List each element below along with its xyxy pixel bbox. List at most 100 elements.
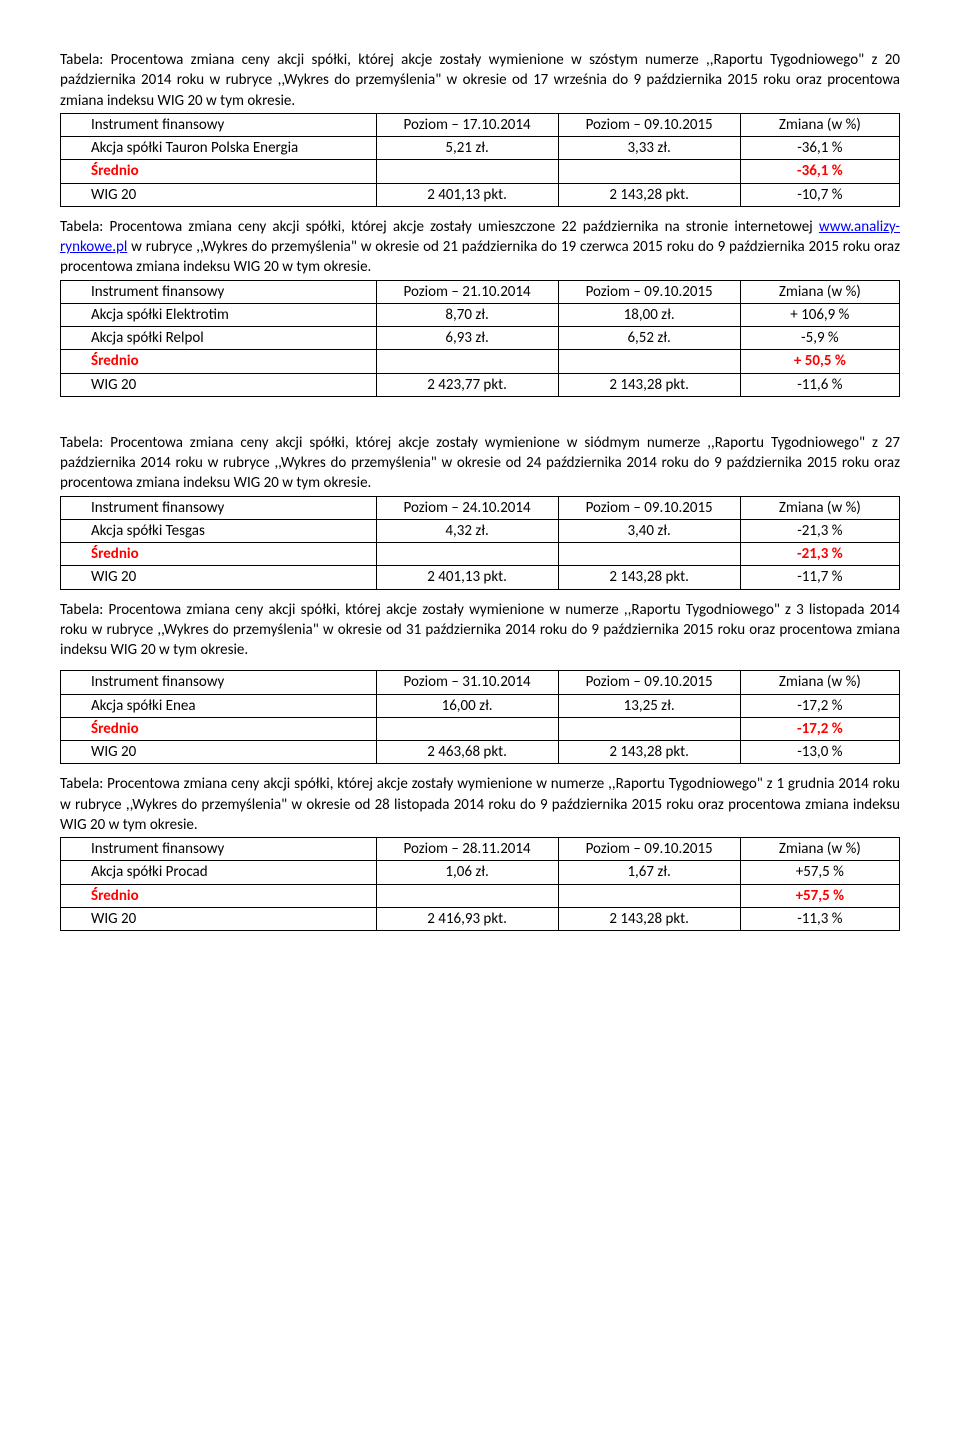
col-header-poziom1: Poziom – 28.11.2014 (376, 838, 558, 861)
cell-poziom2: 3,40 zł. (558, 519, 740, 542)
cell-instrument: Akcja spółki Elektrotim (61, 303, 377, 326)
col-header-instrument: Instrument finansowy (61, 113, 377, 136)
cell-poziom1 (376, 350, 558, 373)
col-header-instrument: Instrument finansowy (61, 280, 377, 303)
table-header-row: Instrument finansowy Poziom – 17.10.2014… (61, 113, 900, 136)
cell-poziom1: 5,21 zł. (376, 137, 558, 160)
col-header-poziom2: Poziom – 09.10.2015 (558, 113, 740, 136)
cell-instrument: Akcja spółki Tauron Polska Energia (61, 137, 377, 160)
data-table: Instrument finansowy Poziom – 24.10.2014… (60, 496, 900, 590)
col-header-poziom1: Poziom – 21.10.2014 (376, 280, 558, 303)
caption-text: Tabela: Procentowa zmiana ceny akcji spó… (60, 218, 819, 236)
col-header-instrument: Instrument finansowy (61, 496, 377, 519)
cell-poziom2: 2 143,28 pkt. (558, 907, 740, 930)
cell-zmiana: + 106,9 % (740, 303, 899, 326)
cell-zmiana: +57,5 % (740, 861, 899, 884)
cell-poziom1: 2 401,13 pkt. (376, 183, 558, 206)
cell-poziom2: 18,00 zł. (558, 303, 740, 326)
cell-poziom2: 6,52 zł. (558, 327, 740, 350)
cell-poziom1: 2 463,68 pkt. (376, 741, 558, 764)
table-row: WIG 202 416,93 pkt.2 143,28 pkt.-11,3 % (61, 907, 900, 930)
cell-instrument: Akcja spółki Enea (61, 694, 377, 717)
table-body: Akcja spółki Tesgas4,32 zł.3,40 zł.-21,3… (61, 519, 900, 589)
table-caption: Tabela: Procentowa zmiana ceny akcji spó… (60, 50, 900, 111)
cell-instrument: WIG 20 (61, 741, 377, 764)
col-header-poziom2: Poziom – 09.10.2015 (558, 280, 740, 303)
table-row: Średnio +57,5 % (61, 884, 900, 907)
cell-poziom1: 2 416,93 pkt. (376, 907, 558, 930)
table-row: WIG 202 401,13 pkt.2 143,28 pkt.-10,7 % (61, 183, 900, 206)
cell-zmiana: -36,1 % (740, 160, 899, 183)
table-row: Akcja spółki Relpol6,93 zł.6,52 zł.-5,9 … (61, 327, 900, 350)
cell-poziom1 (376, 717, 558, 740)
table-body: Akcja spółki Elektrotim8,70 zł.18,00 zł.… (61, 303, 900, 396)
cell-instrument: WIG 20 (61, 566, 377, 589)
table-row: Średnio-21,3 % (61, 543, 900, 566)
table-row: Akcja spółki Tauron Polska Energia5,21 z… (61, 137, 900, 160)
table-row: Akcja spółki Procad1,06 zł.1,67 zł.+57,5… (61, 861, 900, 884)
cell-instrument: Akcja spółki Relpol (61, 327, 377, 350)
col-header-poziom2: Poziom – 09.10.2015 (558, 838, 740, 861)
cell-poziom2 (558, 717, 740, 740)
col-header-poziom2: Poziom – 09.10.2015 (558, 671, 740, 694)
cell-zmiana: -5,9 % (740, 327, 899, 350)
cell-instrument: WIG 20 (61, 373, 377, 396)
table-caption: Tabela: Procentowa zmiana ceny akcji spó… (60, 600, 900, 661)
cell-zmiana: -11,3 % (740, 907, 899, 930)
table-row: Akcja spółki Tesgas4,32 zł.3,40 zł.-21,3… (61, 519, 900, 542)
data-table: Instrument finansowy Poziom – 31.10.2014… (60, 670, 900, 764)
cell-zmiana: -11,6 % (740, 373, 899, 396)
caption-text: w rubryce ,,Wykres do przemyślenia" w ok… (60, 238, 900, 276)
cell-poziom1: 4,32 zł. (376, 519, 558, 542)
cell-poziom2: 2 143,28 pkt. (558, 741, 740, 764)
table-header-row: Instrument finansowy Poziom – 21.10.2014… (61, 280, 900, 303)
cell-instrument: Średnio (61, 350, 377, 373)
cell-poziom2: 3,33 zł. (558, 137, 740, 160)
cell-zmiana: +57,5 % (740, 884, 899, 907)
table-header-row: Instrument finansowy Poziom – 31.10.2014… (61, 671, 900, 694)
col-header-poziom1: Poziom – 17.10.2014 (376, 113, 558, 136)
cell-poziom2: 2 143,28 pkt. (558, 183, 740, 206)
data-table: Instrument finansowy Poziom – 28.11.2014… (60, 837, 900, 931)
cell-instrument: Akcja spółki Tesgas (61, 519, 377, 542)
col-header-zmiana: Zmiana (w %) (740, 496, 899, 519)
cell-zmiana: -17,2 % (740, 717, 899, 740)
cell-zmiana: -13,0 % (740, 741, 899, 764)
cell-poziom2 (558, 160, 740, 183)
table-row: WIG 202 463,68 pkt.2 143,28 pkt.-13,0 % (61, 741, 900, 764)
cell-instrument: Średnio (61, 543, 377, 566)
col-header-instrument: Instrument finansowy (61, 671, 377, 694)
cell-zmiana: -11,7 % (740, 566, 899, 589)
cell-poziom2: 2 143,28 pkt. (558, 373, 740, 396)
cell-poziom1 (376, 160, 558, 183)
cell-instrument: Akcja spółki Procad (61, 861, 377, 884)
col-header-zmiana: Zmiana (w %) (740, 280, 899, 303)
cell-poziom1: 1,06 zł. (376, 861, 558, 884)
cell-poziom2 (558, 350, 740, 373)
cell-poziom2: 2 143,28 pkt. (558, 566, 740, 589)
table-body: Akcja spółki Tauron Polska Energia5,21 z… (61, 137, 900, 207)
table-header-row: Instrument finansowy Poziom – 28.11.2014… (61, 838, 900, 861)
cell-poziom2 (558, 884, 740, 907)
cell-zmiana: + 50,5 % (740, 350, 899, 373)
cell-instrument: Średnio (61, 884, 377, 907)
table-body: Akcja spółki Procad1,06 zł.1,67 zł.+57,5… (61, 861, 900, 931)
table-row: WIG 202 423,77 pkt.2 143,28 pkt.-11,6 % (61, 373, 900, 396)
cell-poziom2: 13,25 zł. (558, 694, 740, 717)
col-header-zmiana: Zmiana (w %) (740, 113, 899, 136)
data-table: Instrument finansowy Poziom – 21.10.2014… (60, 280, 900, 397)
col-header-instrument: Instrument finansowy (61, 838, 377, 861)
col-header-poziom1: Poziom – 24.10.2014 (376, 496, 558, 519)
data-table: Instrument finansowy Poziom – 17.10.2014… (60, 113, 900, 207)
cell-poziom1: 2 401,13 pkt. (376, 566, 558, 589)
table-row: Średnio-36,1 % (61, 160, 900, 183)
table-row: Średnio + 50,5 % (61, 350, 900, 373)
table-caption: Tabela: Procentowa zmiana ceny akcji spó… (60, 774, 900, 835)
col-header-zmiana: Zmiana (w %) (740, 838, 899, 861)
cell-poziom2 (558, 543, 740, 566)
cell-instrument: Średnio (61, 717, 377, 740)
cell-zmiana: -17,2 % (740, 694, 899, 717)
table-body: Akcja spółki Enea16,00 zł.13,25 zł.-17,2… (61, 694, 900, 764)
cell-zmiana: -36,1 % (740, 137, 899, 160)
table-caption: Tabela: Procentowa zmiana ceny akcji spó… (60, 433, 900, 494)
